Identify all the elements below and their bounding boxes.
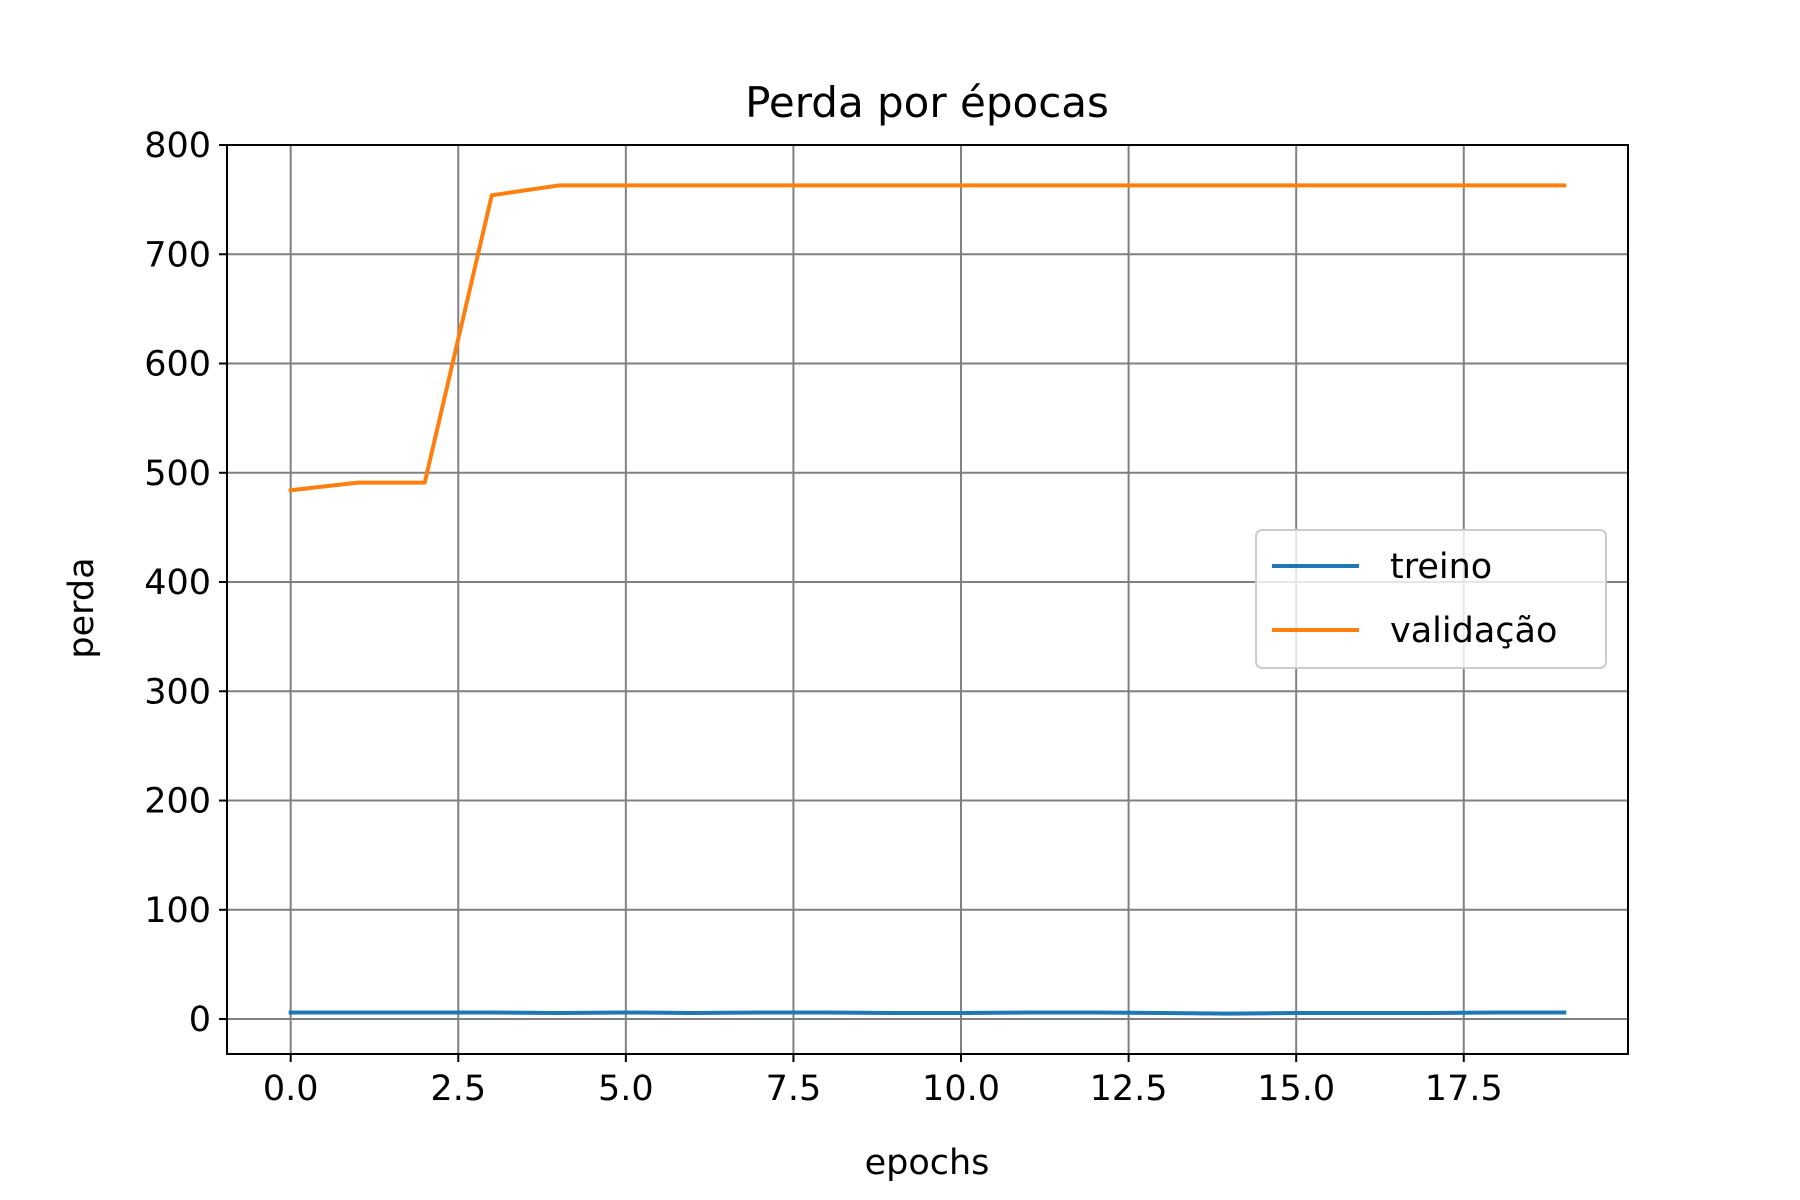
x-tick-label: 5.0 <box>598 1069 654 1109</box>
y-tick-label: 500 <box>144 454 211 494</box>
legend-label-1: validação <box>1390 611 1557 651</box>
x-tick-label: 17.5 <box>1425 1069 1503 1109</box>
y-tick-label: 600 <box>144 345 211 385</box>
y-tick-label: 200 <box>144 782 211 822</box>
x-tick-label: 12.5 <box>1090 1069 1168 1109</box>
x-tick-label: 10.0 <box>922 1069 1000 1109</box>
legend-label-0: treino <box>1390 547 1492 587</box>
x-tick-label: 15.0 <box>1257 1069 1335 1109</box>
y-tick-label: 100 <box>144 891 211 931</box>
series-line-1 <box>288 183 1567 493</box>
y-tick-label: 300 <box>144 672 211 712</box>
y-axis-label: perda <box>62 557 102 658</box>
chart-title: Perda por épocas <box>745 78 1109 127</box>
y-tick-label: 400 <box>144 563 211 603</box>
y-tick-label: 800 <box>144 126 211 166</box>
y-tick-label: 0 <box>189 1000 211 1040</box>
plot-area-frame <box>226 144 1629 1055</box>
x-tick-label: 0.0 <box>263 1069 319 1109</box>
y-tick-label: 700 <box>144 235 211 275</box>
series-line-0 <box>288 1010 1567 1016</box>
x-tick-label: 7.5 <box>766 1069 822 1109</box>
x-tick-label: 2.5 <box>430 1069 486 1109</box>
legend: treino validação <box>1255 529 1607 669</box>
x-axis-label: epochs <box>865 1143 990 1183</box>
